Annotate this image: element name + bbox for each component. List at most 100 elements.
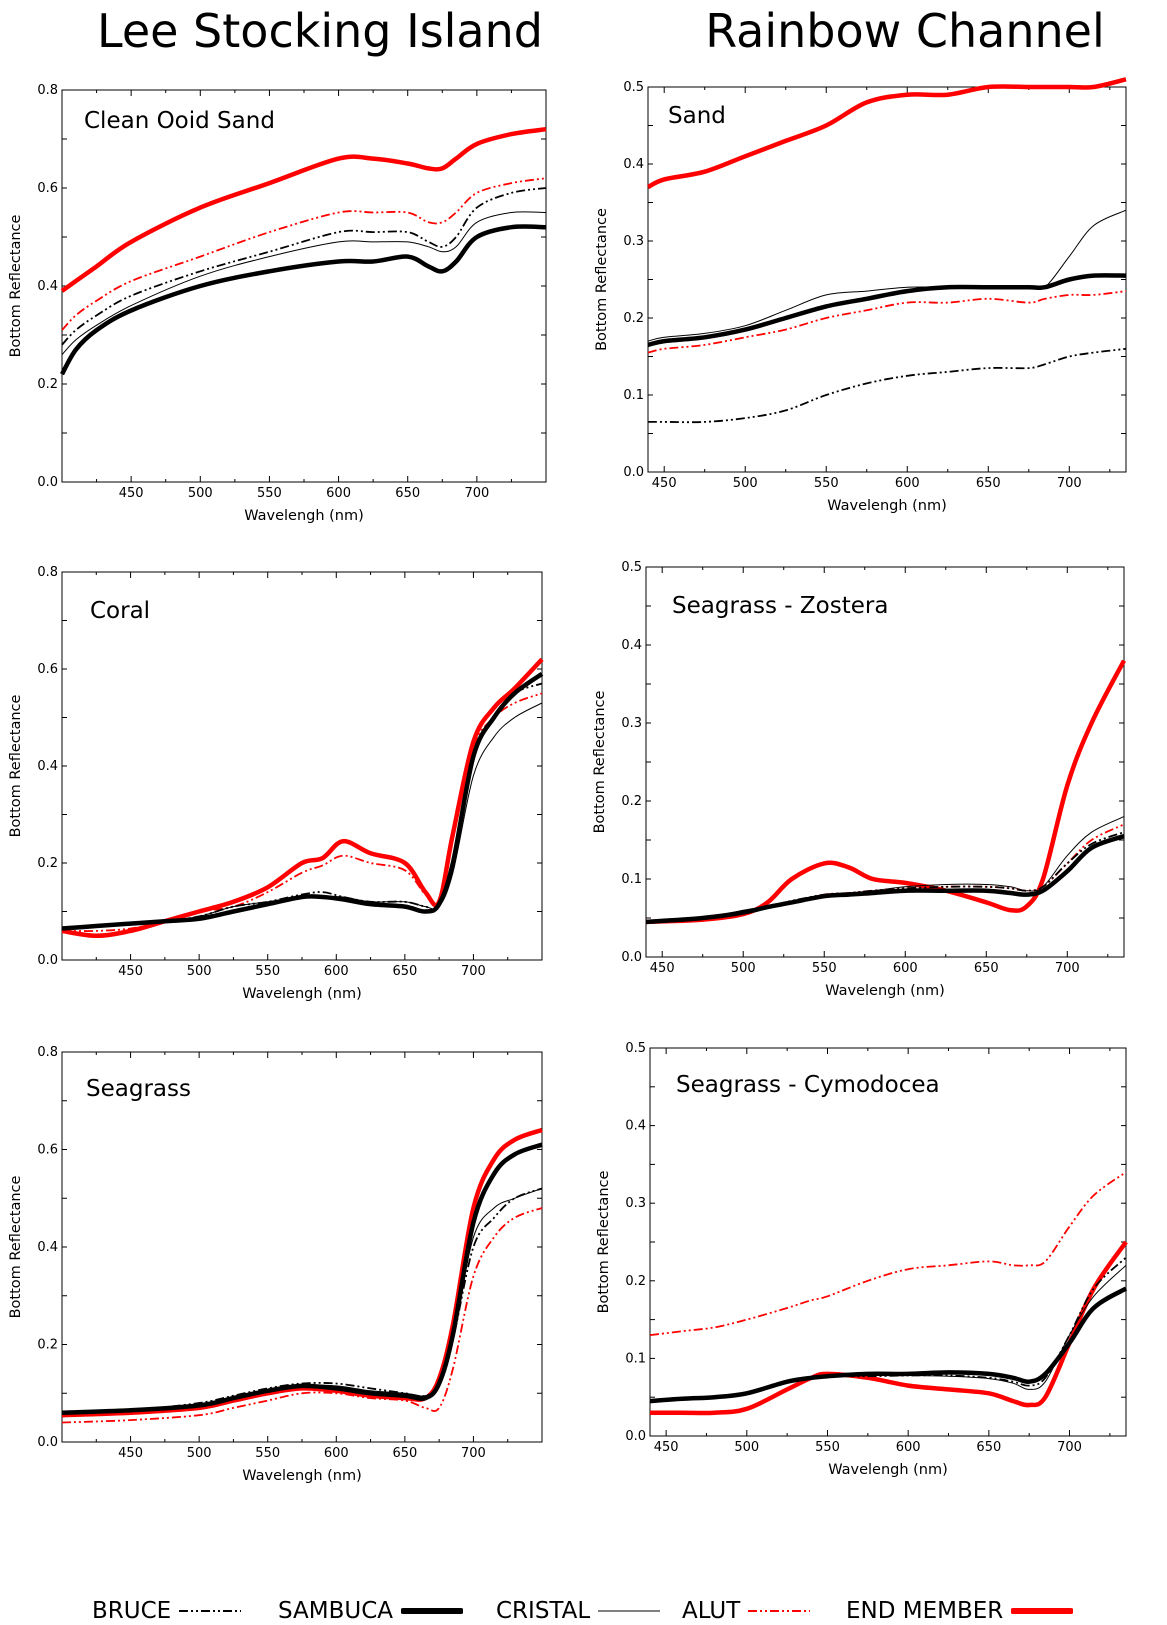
x-axis-label: Wavelengh (nm) [828,1462,948,1478]
series-line-bruce [61,682,543,930]
x-tick-label: 600 [326,486,351,501]
legend-item-bruce: BRUCE [92,1598,242,1624]
y-axis-label: Bottom Reflectance [8,1176,24,1319]
legend-label-alut: ALUT [682,1598,741,1624]
panel-3: 0.0 0.2 0.4 0.6 0.8 450 500 550 600 650 700 Wavelen… [8,565,544,1002]
legend-item-sambuca: SAMBUCA [278,1598,464,1624]
x-tick-label: 450 [652,476,677,491]
y-tick-label: 0.0 [37,1435,58,1450]
x-tick-label: 650 [395,486,420,501]
plot-frame [645,566,1125,958]
legend-swatch-alut [748,1610,811,1612]
series-line-bruce [61,187,547,346]
legend-item-alut: ALUT [682,1598,811,1624]
x-tick-label: 600 [896,1440,921,1455]
series-line-endmember [61,1127,543,1418]
y-tick-label: 0.4 [37,279,58,294]
legend-swatch-endmember [1011,1608,1074,1614]
series-line-cristal [645,816,1125,923]
series-line-bruce [648,347,1127,424]
y-tick-label: 0.2 [37,1338,58,1353]
x-axis-label: Wavelengh (nm) [827,498,947,514]
series-line-sambuca [645,833,1125,925]
x-tick-label: 450 [118,964,143,979]
series-line-endmember [645,659,1126,925]
y-tick-label: 0.4 [625,1119,646,1134]
x-axis-label: Wavelengh (nm) [242,1468,362,1484]
series-line-sambuca [61,672,544,931]
x-tick-label: 550 [255,1446,280,1461]
panel-1: 0.0 0.2 0.4 0.6 0.8 450 500 550 600 650 700 Wavelen… [8,83,547,524]
legend-label-endmember: END MEMBER [846,1598,1004,1624]
y-tick-label: 0.2 [625,1274,646,1289]
legend-item-endmember: END MEMBER [846,1598,1074,1624]
y-tick-label: 0.8 [37,83,58,98]
x-tick-label: 600 [324,964,349,979]
y-tick-label: 0.5 [621,560,642,575]
legend-label-bruce: BRUCE [92,1598,172,1624]
series-line-cristal [61,211,547,355]
series-line-sambuca [60,224,547,376]
y-tick-label: 0.0 [623,465,644,480]
y-tick-label: 0.0 [37,475,58,490]
x-tick-label: 550 [812,961,837,976]
x-tick-label: 450 [650,961,675,976]
legend-swatch-cristal [598,1610,661,1612]
panel-title: Clean Ooid Sand [84,108,275,134]
y-tick-label: 0.3 [623,234,644,249]
legend-swatch-bruce [179,1610,242,1612]
series-line-sambuca [649,1286,1128,1404]
legend-swatch-sambuca [401,1608,464,1614]
legend: BRUCE SAMBUCA CRISTAL ALUT END MEMBER [0,1598,1167,1625]
x-tick-label: 700 [1055,961,1080,976]
panel-2: 0.0 0.1 0.2 0.3 0.4 0.5 450 500 550 600 650 700 Wave… [594,77,1127,514]
x-tick-label: 450 [118,1446,143,1461]
column-title-right: Rainbow Channel [705,4,1105,58]
panel-title: Sand [668,103,726,129]
y-axis-label: Bottom Reflectance [8,695,24,838]
y-tick-label: 0.2 [623,311,644,326]
y-axis-label: Bottom Reflectance [596,1171,612,1314]
y-tick-label: 0.8 [37,1045,58,1060]
y-tick-label: 0.0 [621,950,642,965]
y-tick-label: 0.4 [37,1240,58,1255]
x-tick-label: 700 [461,1446,486,1461]
y-tick-label: 0.4 [621,638,642,653]
x-tick-label: 550 [255,964,280,979]
x-axis-label: Wavelengh (nm) [242,986,362,1002]
y-tick-label: 0.1 [625,1351,646,1366]
x-tick-label: 700 [1057,476,1082,491]
panel-5: 0.0 0.2 0.4 0.6 0.8 450 500 550 600 650 700 Wavelen… [8,1045,543,1484]
y-tick-label: 0.2 [621,794,642,809]
plot-frame [647,86,1127,473]
y-tick-label: 0.8 [37,565,58,580]
x-tick-label: 450 [119,486,144,501]
panel-title: Coral [90,598,150,624]
x-tick-label: 450 [654,1440,679,1455]
series-line-bruce [61,1187,543,1414]
y-tick-label: 0.3 [621,716,642,731]
y-tick-label: 0.6 [37,181,58,196]
x-axis-label: Wavelengh (nm) [244,508,364,524]
column-title-left: Lee Stocking Island [97,4,543,58]
y-tick-label: 0.6 [37,1143,58,1158]
y-axis-label: Bottom Reflectance [8,215,24,358]
x-tick-label: 650 [392,964,417,979]
series-line-cristal [647,209,1127,342]
x-tick-label: 650 [974,961,999,976]
x-tick-label: 500 [187,1446,212,1461]
y-tick-label: 0.3 [625,1196,646,1211]
panel-4: 0.0 0.1 0.2 0.3 0.4 0.5 450 500 550 600 650 700 Wave… [592,560,1126,999]
y-tick-label: 0.4 [623,157,644,172]
panel-title: Seagrass [86,1076,191,1102]
x-tick-label: 500 [731,961,756,976]
y-axis-label: Bottom Reflectance [594,208,610,351]
panel-6: 0.0 0.1 0.2 0.3 0.4 0.5 450 500 550 600 650 700 Wave… [596,1041,1128,1478]
y-tick-label: 0.5 [623,80,644,95]
y-tick-label: 0.2 [37,377,58,392]
series-line-endmember [60,126,547,293]
series-line-endmember [646,77,1127,190]
x-tick-label: 550 [257,486,282,501]
y-tick-label: 0.0 [37,953,58,968]
